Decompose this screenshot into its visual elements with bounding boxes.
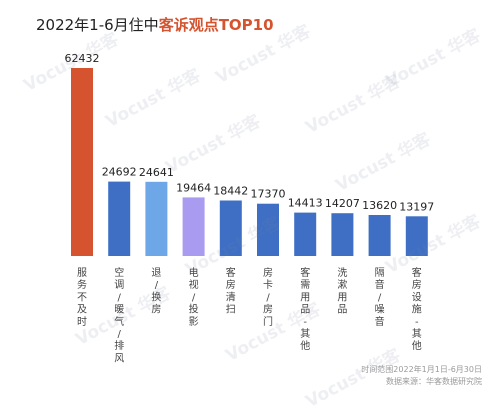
chart-title-prefix: 2022年1-6月住中: [36, 16, 159, 34]
category-label-9: 隔音/噪音: [375, 267, 385, 328]
time-range-note: 时间范围2022年1月1日-6月30日: [361, 365, 482, 374]
value-label-9: 13620: [362, 199, 397, 212]
bar-2: [108, 181, 131, 256]
bar-5: [219, 200, 242, 256]
value-label-7: 14413: [288, 197, 323, 210]
chart-title: 2022年1-6月住中客诉观点TOP10: [36, 14, 274, 35]
bar-10: [405, 216, 428, 256]
bar-1: [71, 68, 93, 256]
category-label-6: 房卡/房门: [263, 266, 273, 328]
bar-8: [331, 213, 354, 256]
category-label-8: 洗漱用品: [337, 267, 347, 316]
value-label-2: 24692: [102, 166, 137, 179]
value-label-8: 14207: [325, 197, 360, 210]
value-label-4: 19464: [176, 181, 211, 194]
category-label-3: 退/换房: [151, 267, 161, 316]
value-label-1: 62432: [65, 52, 100, 65]
value-label-3: 24641: [139, 166, 174, 179]
value-label-6: 17370: [251, 188, 286, 201]
bar-6: [257, 203, 279, 256]
chart-title-highlight: 客诉观点TOP10: [158, 16, 274, 34]
category-label-10: 客房设施-其他: [412, 266, 422, 352]
bar-4: [182, 197, 205, 256]
bar-chart: 62432 服务不及时 24692 空调/暖气/排风 24641 退/换房 19464 电视/…: [65, 52, 435, 364]
category-label-5: 客房清扫: [226, 266, 236, 316]
bar-3: [145, 181, 168, 256]
data-source-note: 数据来源：华客数据研究院: [386, 377, 482, 386]
category-label-2: 空调/暖气/排风: [114, 266, 124, 364]
bar-7: [294, 212, 317, 256]
category-label-7: 客需用品-其他: [300, 266, 310, 352]
value-label-5: 18442: [213, 185, 248, 198]
bar-9: [368, 215, 391, 256]
category-label-1: 服务不及时: [77, 267, 87, 328]
value-label-10: 13197: [399, 200, 434, 213]
category-label-4: 电视/投影: [189, 266, 199, 328]
